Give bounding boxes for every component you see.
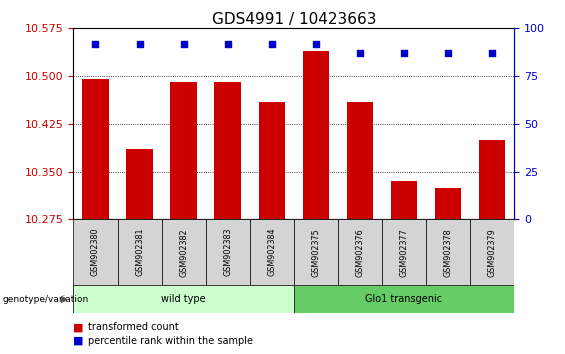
Point	[311, 41, 320, 46]
Bar	[215, 82, 241, 219]
Text: ▶: ▶	[62, 294, 69, 304]
Text: GSM902378: GSM902378	[444, 228, 453, 276]
Bar	[118, 219, 162, 285]
Bar	[250, 219, 294, 285]
Bar	[73, 285, 294, 313]
Point	[355, 50, 364, 56]
Text: transformed count: transformed count	[88, 322, 179, 332]
Bar	[162, 219, 206, 285]
Bar	[206, 219, 250, 285]
Bar	[82, 79, 108, 219]
Bar	[294, 285, 514, 313]
Bar	[391, 181, 417, 219]
Text: GSM902384: GSM902384	[267, 228, 276, 276]
Bar	[127, 149, 153, 219]
Text: GSM902383: GSM902383	[223, 228, 232, 276]
Text: genotype/variation: genotype/variation	[3, 295, 89, 304]
Point	[223, 41, 232, 46]
Bar	[259, 102, 285, 219]
Text: wild type: wild type	[162, 294, 206, 304]
Point	[135, 41, 144, 46]
Bar	[73, 219, 118, 285]
Bar	[347, 102, 373, 219]
Text: ■: ■	[73, 336, 84, 346]
Point	[399, 50, 408, 56]
Point	[91, 41, 100, 46]
Bar	[470, 219, 514, 285]
Bar	[479, 140, 505, 219]
Bar	[303, 51, 329, 219]
Point	[267, 41, 276, 46]
Text: GSM902377: GSM902377	[399, 228, 408, 276]
Point	[179, 41, 188, 46]
Bar	[382, 219, 426, 285]
Bar	[171, 82, 197, 219]
Bar	[338, 219, 382, 285]
Point	[444, 50, 453, 56]
Text: percentile rank within the sample: percentile rank within the sample	[88, 336, 253, 346]
Bar	[435, 188, 461, 219]
Text: GSM902381: GSM902381	[135, 228, 144, 276]
Text: GSM902382: GSM902382	[179, 228, 188, 276]
Title: GDS4991 / 10423663: GDS4991 / 10423663	[211, 12, 376, 27]
Text: ■: ■	[73, 322, 84, 332]
Text: Glo1 transgenic: Glo1 transgenic	[366, 294, 442, 304]
Bar	[294, 219, 338, 285]
Text: GSM902379: GSM902379	[488, 228, 497, 276]
Text: GSM902376: GSM902376	[355, 228, 364, 276]
Text: GSM902380: GSM902380	[91, 228, 100, 276]
Text: GSM902375: GSM902375	[311, 228, 320, 276]
Point	[488, 50, 497, 56]
Bar	[426, 219, 470, 285]
